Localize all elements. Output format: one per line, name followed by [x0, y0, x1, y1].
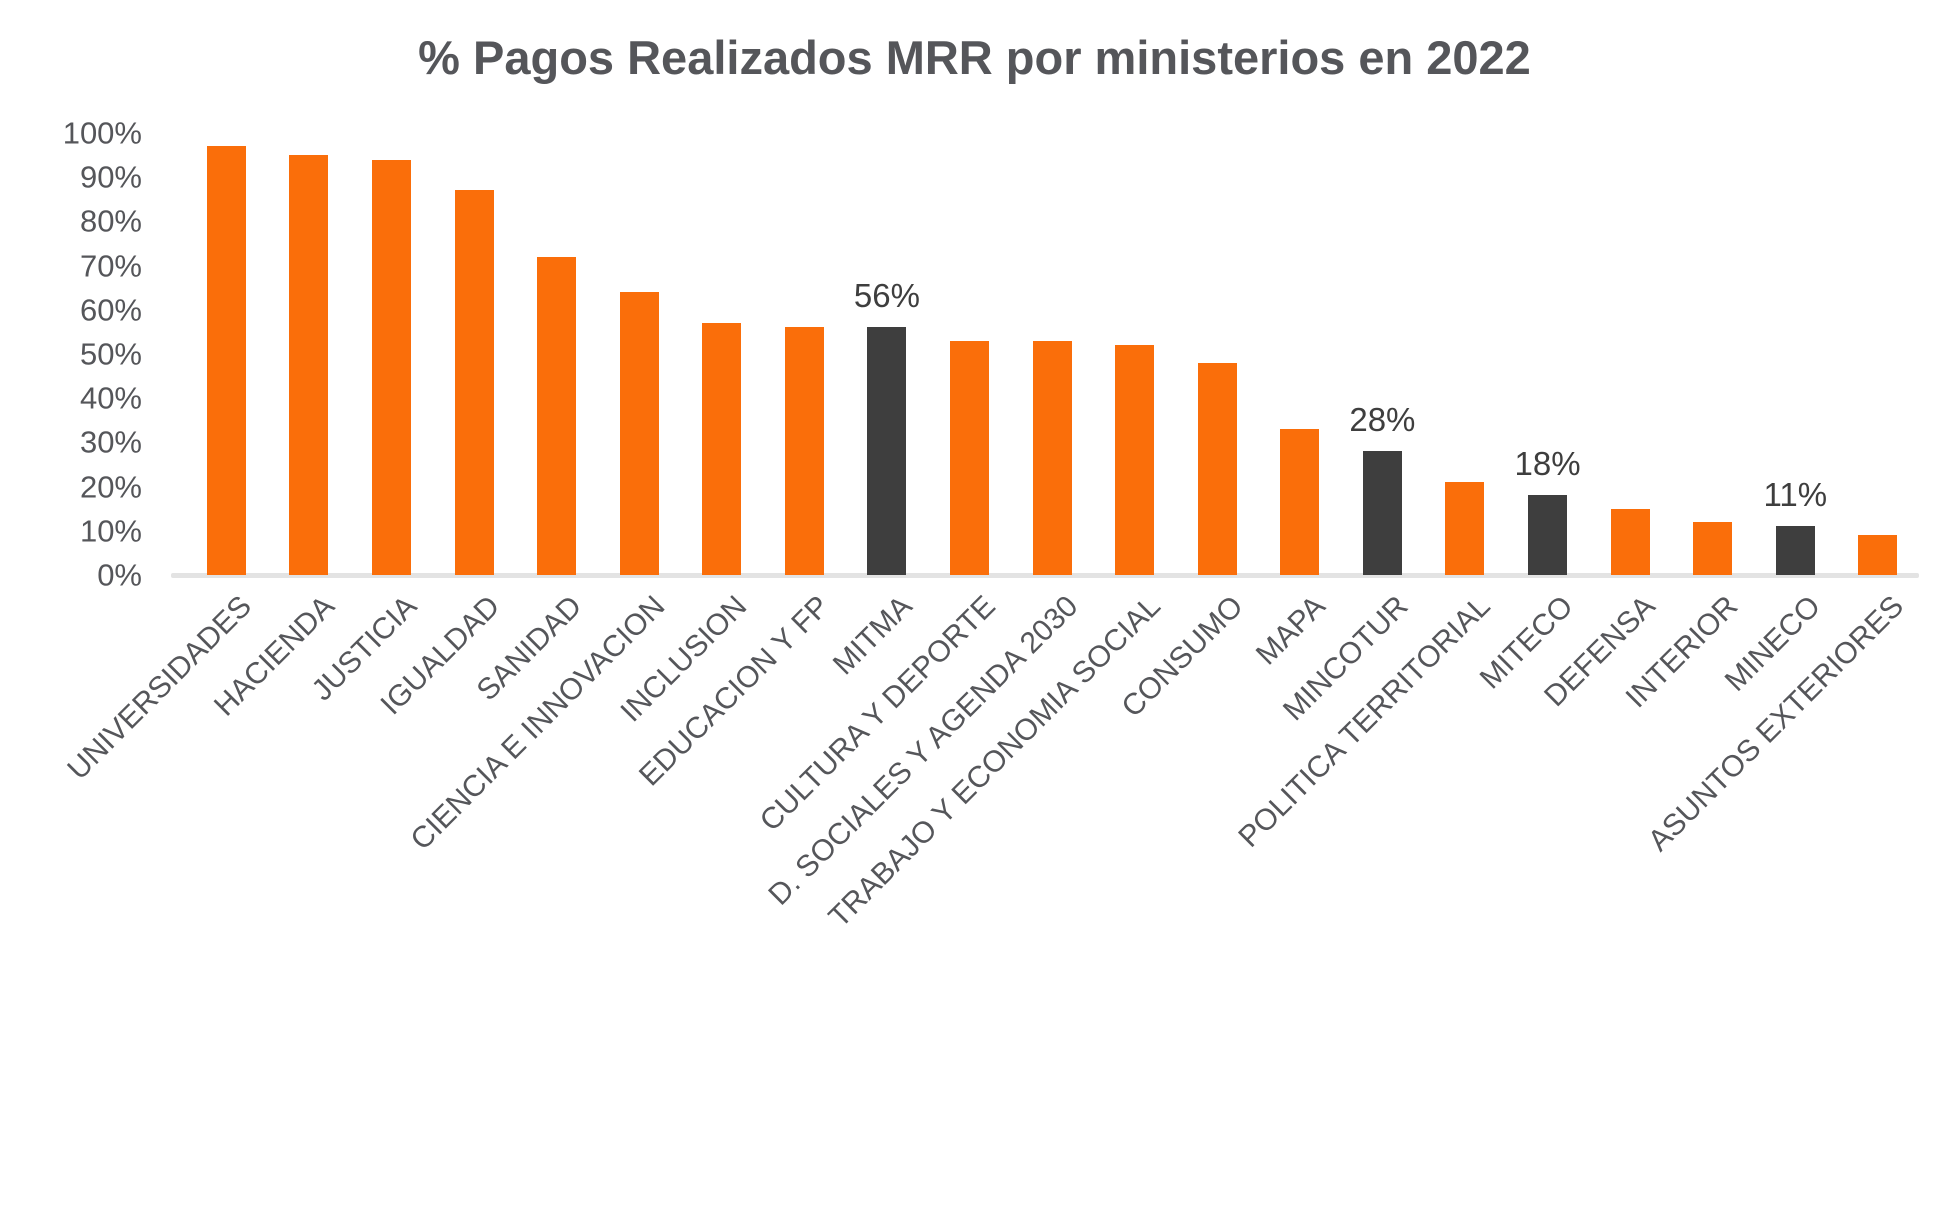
bar-justicia	[371, 159, 411, 575]
y-tick-label: 40%	[79, 380, 142, 416]
bar-slot: 18% MITECO	[1474, 133, 1589, 695]
chart-title: % Pagos Realizados MRR por ministerios e…	[418, 31, 1531, 84]
bar-slot: ASUNTOS EXTERIORES	[1642, 133, 1920, 858]
y-tick-label: 50%	[79, 336, 142, 372]
y-tick-label: 80%	[79, 203, 142, 239]
bar-ciencia-e-innovacion	[619, 292, 659, 575]
bar-d-sociales-y-agenda-2030	[1032, 340, 1072, 575]
bar-slot: SANIDAD	[471, 133, 598, 707]
bar-inclusion	[702, 323, 742, 575]
bar-slot: EDUCACION Y FP	[633, 133, 846, 792]
bar-slot: TRABAJO Y ECONOMIA SOCIAL	[822, 133, 1176, 934]
bar-value-label: 11%	[1763, 476, 1828, 514]
bar-value-label: 28%	[1349, 401, 1416, 439]
y-axis: 0% 10% 20% 30% 40% 50% 60% 70% 80% 90% 100%	[0, 118, 160, 591]
bar-politica-territorial	[1445, 482, 1485, 575]
bar-slot: HACIENDA	[208, 133, 351, 723]
bar-slot: DEFENSA	[1539, 133, 1672, 713]
bars-container: UNIVERSIDADES HACIENDA JUSTICIA IGUALDAD SAN…	[62, 133, 1920, 934]
bar-educacion-y-fp	[784, 327, 824, 575]
bar-slot: IGUALDAD	[374, 133, 516, 721]
bar-asuntos-exteriores	[1858, 535, 1898, 575]
bar-mincotur: 28%	[1349, 401, 1415, 575]
x-axis-label: D. SOCIALES Y AGENDA 2030	[761, 589, 1084, 912]
bar-mitma: 56%	[854, 277, 920, 575]
y-tick-label: 20%	[79, 469, 142, 505]
y-tick-label: 10%	[79, 513, 142, 549]
bar-slot: INCLUSION	[615, 133, 763, 728]
x-axis-baseline	[171, 573, 1919, 578]
y-tick-label: 90%	[79, 159, 142, 195]
bar-slot: CONSUMO	[1115, 133, 1259, 724]
bar-cultura-y-deporte	[949, 340, 989, 575]
bar-slot: JUSTICIA	[306, 133, 433, 707]
bar-value-label: 18%	[1514, 445, 1581, 483]
y-tick-label: 30%	[79, 424, 142, 460]
bar-hacienda	[289, 155, 329, 575]
bar-consumo	[1197, 362, 1237, 575]
bar-value-label: 56%	[853, 277, 920, 315]
y-tick-label: 100%	[62, 115, 142, 151]
bar-mapa	[1280, 429, 1320, 575]
bar-defensa	[1610, 508, 1650, 575]
bar-slot: POLITICA TERRITORIAL	[1233, 133, 1507, 854]
bar-sanidad	[537, 256, 577, 575]
y-tick-label: 0%	[97, 557, 142, 593]
bar-slot: 56% MITMA	[827, 133, 929, 681]
bar-slot: INTERIOR	[1620, 133, 1754, 714]
bar-universidades	[206, 146, 246, 575]
y-tick-label: 70%	[79, 248, 142, 284]
plot-area: 0% 10% 20% 30% 40% 50% 60% 70% 80% 90% 100% UNIVER…	[62, 118, 1920, 934]
bar-igualdad	[454, 190, 494, 575]
bar-slot: CIENCIA E INNOVACION	[404, 133, 681, 857]
bar-slot: CULTURA Y DEPORTE	[753, 133, 1011, 838]
bar-interior	[1693, 521, 1733, 575]
bar-mineco: 11%	[1763, 476, 1827, 575]
bar-slot: MAPA	[1250, 133, 1342, 671]
bar-slot: 11% MINECO	[1719, 133, 1837, 697]
y-tick-label: 60%	[79, 292, 142, 328]
bar-slot: UNIVERSIDADES	[62, 133, 268, 786]
bar-slot: D. SOCIALES Y AGENDA 2030	[762, 133, 1094, 912]
bar-slot: 28% MINCOTUR	[1277, 133, 1424, 727]
bar-trabajo-y-economia-social	[1115, 345, 1155, 575]
bar-miteco: 18%	[1515, 445, 1581, 575]
x-axis-label: MAPA	[1249, 589, 1332, 672]
